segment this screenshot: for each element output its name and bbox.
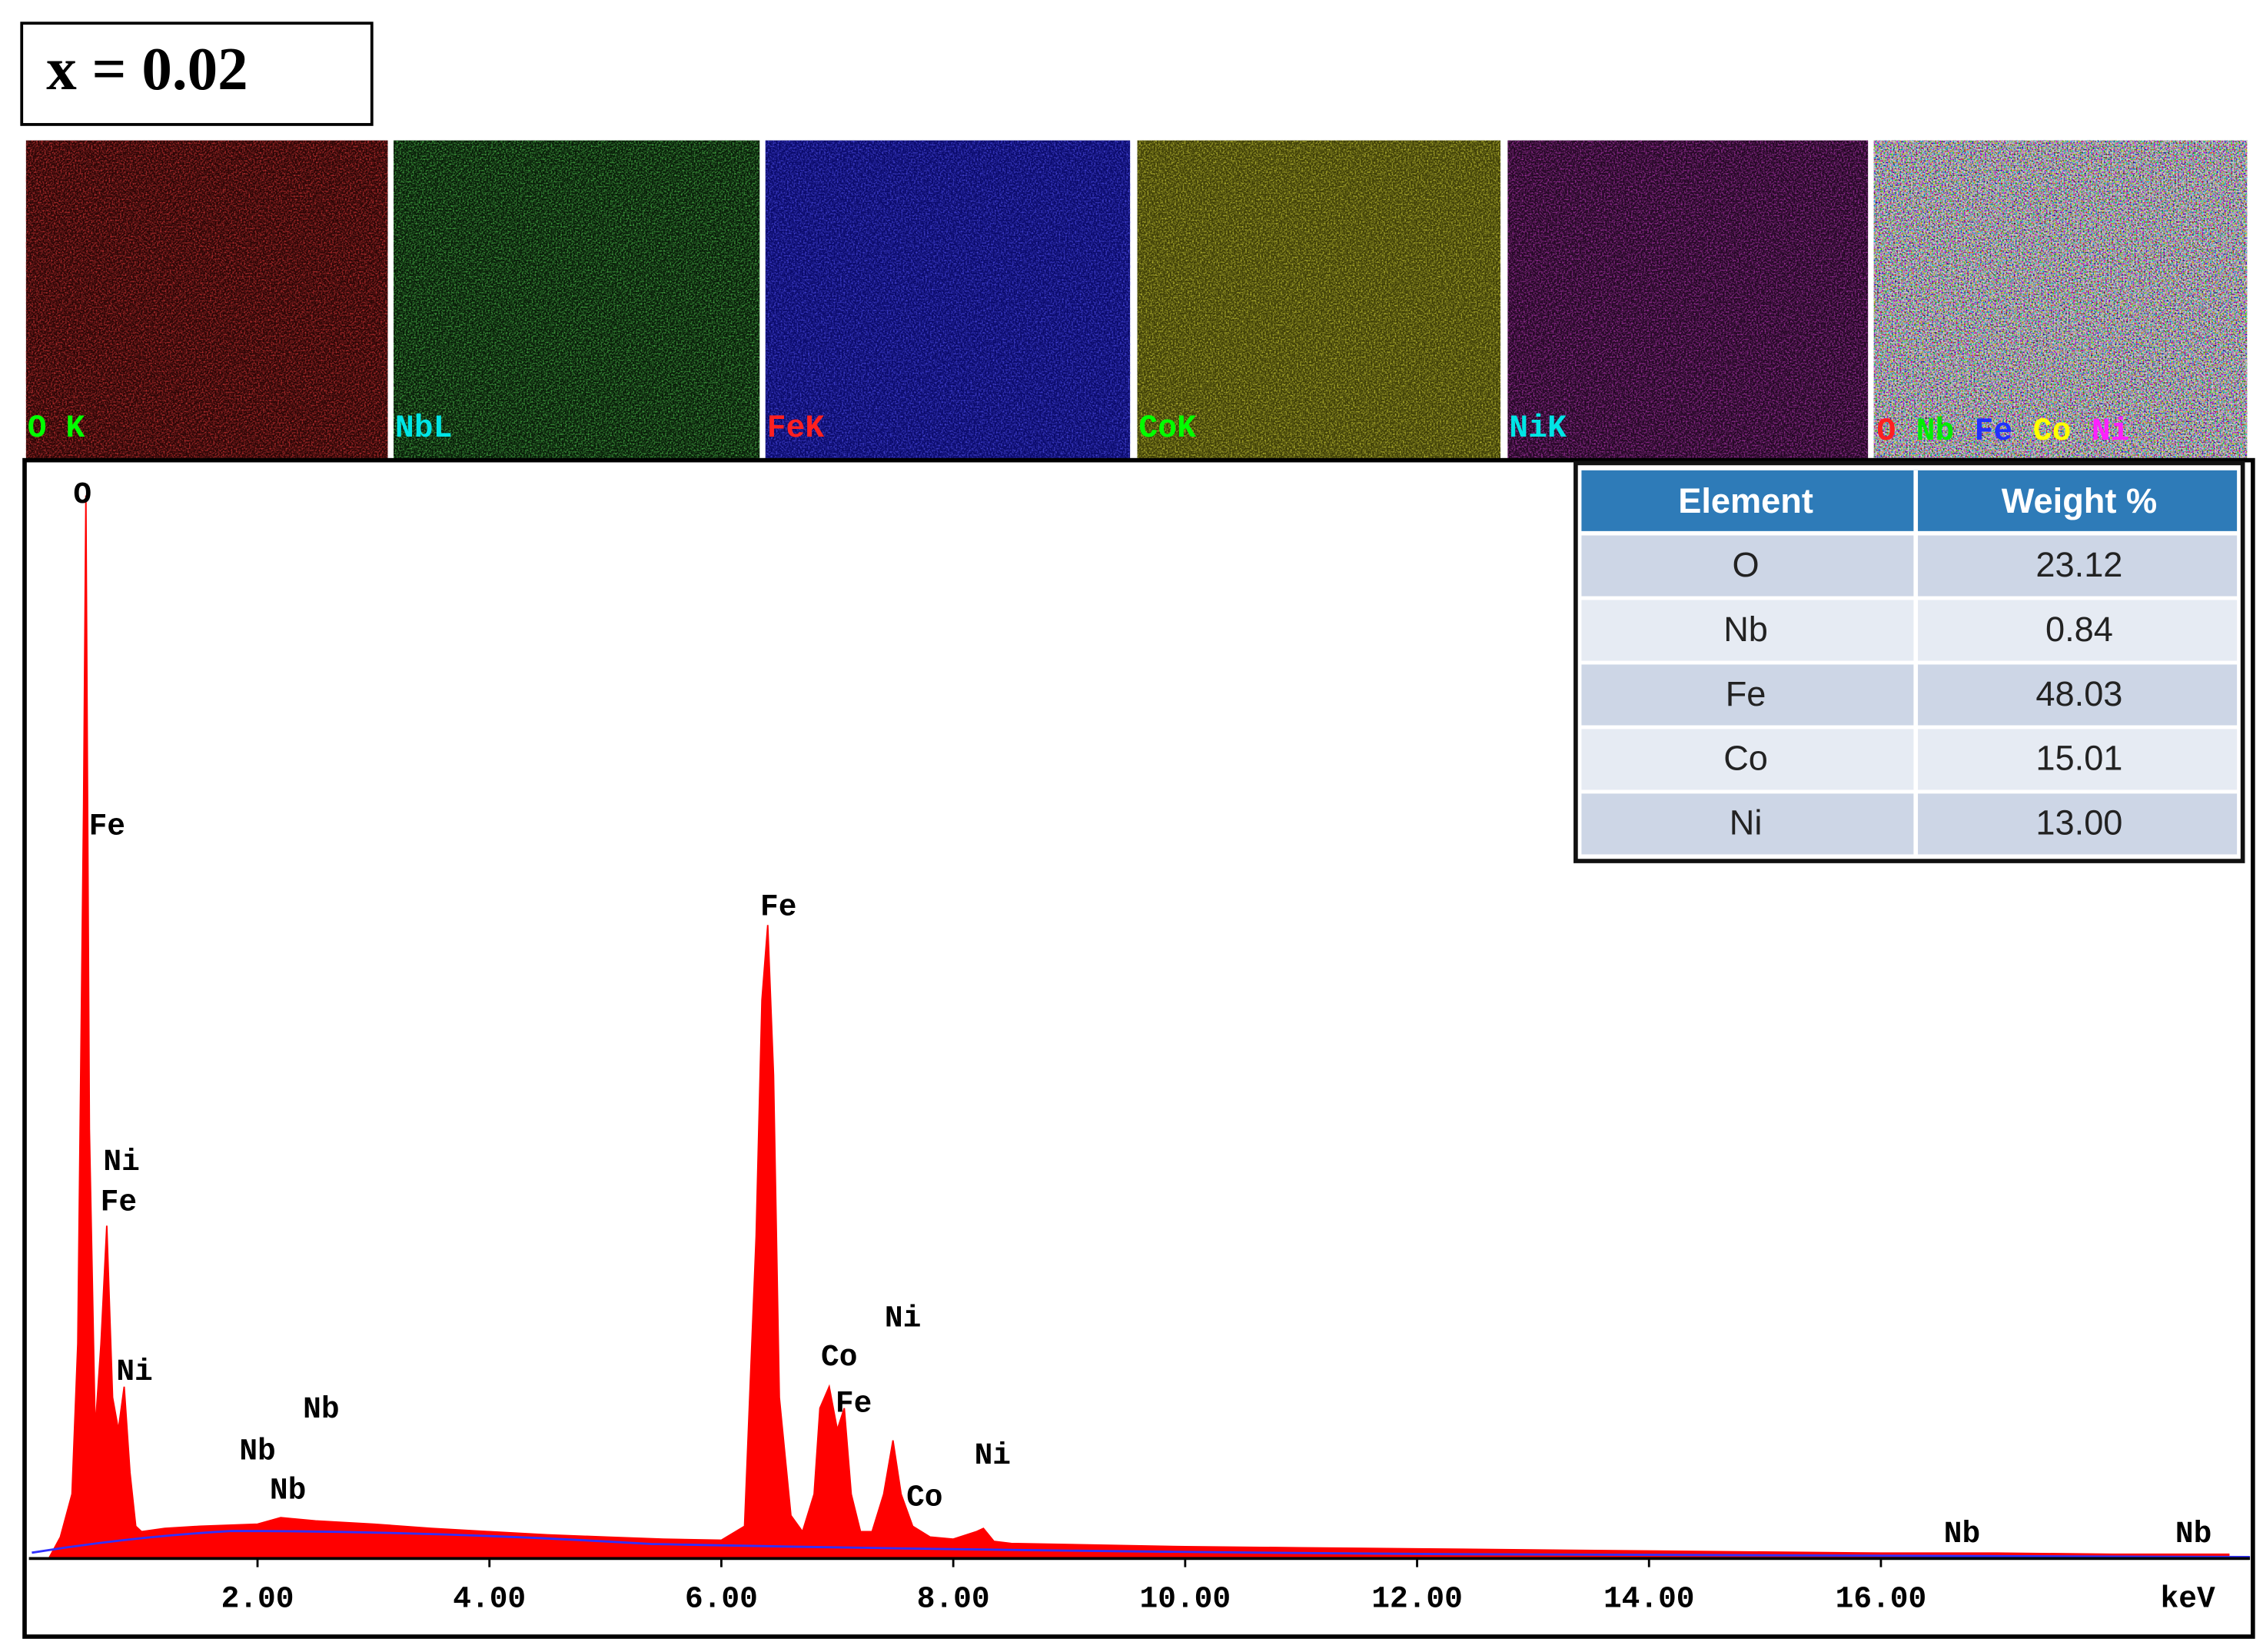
- map-noise: [765, 140, 1131, 459]
- x-tick-label: 14.00: [1603, 1581, 1695, 1616]
- table-cell: 0.84: [2045, 610, 2113, 649]
- map-label: NbL: [395, 411, 453, 447]
- peak-label: Ni: [103, 1145, 139, 1179]
- peak-label: O: [73, 477, 91, 512]
- table-cell: O: [1732, 545, 1759, 584]
- x-tick-label: 4.00: [453, 1581, 526, 1616]
- element-maps: O K NbL FeK CoK NiK O Nb Fe Co Ni: [25, 140, 2248, 459]
- map-label: O K: [28, 411, 85, 447]
- table-cell: Fe: [1726, 674, 1766, 713]
- map-label: O: [1876, 414, 1896, 450]
- peak-label: Fe: [89, 809, 125, 843]
- peak-label: Ni: [885, 1301, 921, 1335]
- composition-table: Element Weight % O 23.12 Nb 0.84 Fe 48.03 Co 15.0…: [1573, 460, 2245, 863]
- peak-label: Nb: [2175, 1517, 2211, 1551]
- x-tick-label: 6.00: [685, 1581, 758, 1616]
- map-label: Nb: [1916, 414, 1955, 450]
- table-border: [1573, 460, 2245, 863]
- map-noise: [1137, 140, 1500, 459]
- table-row: [1581, 535, 2238, 597]
- table-row: [1581, 600, 2238, 661]
- x-tick-label: 12.00: [1371, 1581, 1463, 1616]
- map-label: Co: [2033, 414, 2072, 450]
- peak-label: Co: [906, 1481, 942, 1515]
- peak-label: Ni: [975, 1438, 1011, 1473]
- x-tick-label: 16.00: [1836, 1581, 1927, 1616]
- map-label: NiK: [1509, 411, 1567, 447]
- table-cell: 15.01: [2035, 739, 2122, 778]
- map-label: Fe: [1975, 414, 2013, 450]
- table-cell: 23.12: [2035, 545, 2122, 584]
- peak-label: Ni: [116, 1355, 152, 1389]
- table-cell: 48.03: [2035, 674, 2122, 713]
- map-label: CoK: [1138, 411, 1196, 447]
- map-noise: [394, 140, 760, 459]
- peak-label: Nb: [303, 1392, 339, 1427]
- table-cell: Ni: [1730, 803, 1763, 843]
- table-header: [1581, 470, 2238, 531]
- map-noise: [1873, 140, 2248, 459]
- peak-label: Fe: [101, 1185, 137, 1220]
- map-noise: [1507, 140, 1869, 459]
- label-box: [20, 22, 374, 126]
- peak-label: Nb: [270, 1473, 306, 1507]
- table-cell: Co: [1723, 739, 1768, 778]
- map-noise: [25, 140, 388, 459]
- spectrum: 2.00 4.00 6.00 8.00 10.00 12.00 14.00 16.00 keV O…: [28, 477, 2251, 1616]
- peak-label: Fe: [836, 1386, 872, 1421]
- sample-label: x = 0.02: [46, 36, 248, 103]
- x-axis-label: keV: [2161, 1581, 2215, 1616]
- table-row: [1581, 664, 2238, 726]
- spectrum-area: [48, 495, 2230, 1560]
- table-cell: 13.00: [2035, 803, 2122, 843]
- table-cell: Nb: [1723, 610, 1768, 649]
- x-tick-label: 8.00: [917, 1581, 990, 1616]
- table-header-cell: Weight %: [2002, 481, 2157, 520]
- peak-label: Nb: [239, 1434, 275, 1468]
- x-tick-label: 10.00: [1140, 1581, 1231, 1616]
- table-row: [1581, 793, 2238, 855]
- peak-label: Nb: [1944, 1517, 1980, 1551]
- table-row: [1581, 729, 2238, 790]
- x-tick-label: 2.00: [221, 1581, 294, 1616]
- peak-label: Fe: [760, 890, 796, 925]
- background-fit: [32, 1530, 2251, 1558]
- table-header-cell: Element: [1678, 481, 1813, 520]
- map-label: Ni: [2092, 414, 2130, 450]
- peak-label: Co: [821, 1340, 857, 1374]
- map-label: FeK: [767, 411, 825, 447]
